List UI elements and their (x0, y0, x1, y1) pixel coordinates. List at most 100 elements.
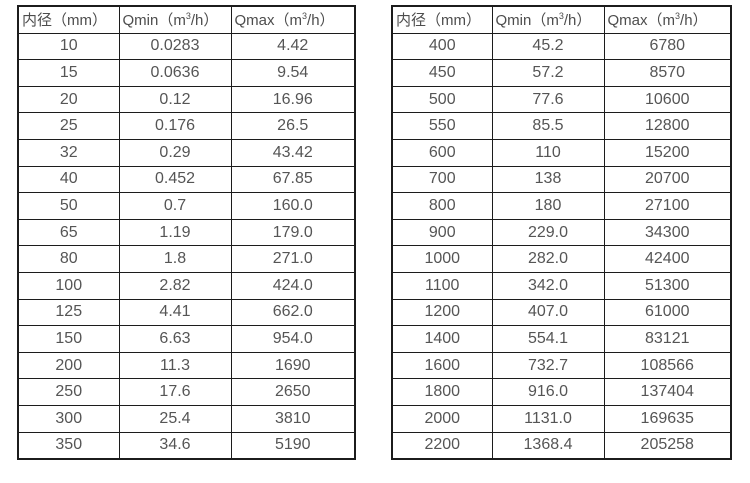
header-row: 内径（mm） Qmin（m3/h） Qmax（m3/h） (391, 5, 732, 34)
table-row: 550 85.5 12800 (391, 112, 732, 140)
table-cell: 662.0 (230, 298, 356, 327)
table-cell: 0.29 (118, 138, 232, 167)
table-cell: 85.5 (491, 112, 605, 140)
table-row: 700 138 20700 (391, 165, 732, 194)
table-cell: 342.0 (491, 271, 605, 300)
table-row: 50 0.7 160.0 (17, 192, 356, 220)
table-row: 100 2.82 424.0 (17, 271, 356, 300)
table-cell: 61000 (603, 298, 732, 327)
table-row: 2000 1131.0 169635 (391, 404, 732, 433)
superscript-3: 3 (302, 11, 308, 22)
table-cell: 4.41 (118, 298, 232, 327)
table-cell: 43.42 (230, 138, 356, 167)
table-cell: 12800 (603, 112, 732, 140)
table-cell: 10 (17, 32, 120, 61)
table-row: 400 45.2 6780 (391, 32, 732, 61)
table-cell: 137404 (603, 378, 732, 406)
header-text: Qmax（m (234, 12, 303, 30)
table-cell: 732.7 (491, 351, 605, 380)
table-cell: 554.1 (491, 325, 605, 353)
table-row: 125 4.41 662.0 (17, 298, 356, 327)
table-cell: 1600 (391, 351, 493, 380)
table-cell: 424.0 (230, 271, 356, 300)
table-cell: 67.85 (230, 165, 356, 194)
col-header-diameter: 内径（mm） (391, 5, 493, 34)
table-cell: 1100 (391, 271, 493, 300)
col-header-diameter: 内径（mm） (17, 5, 120, 34)
flow-table-large-diameters: 内径（mm） Qmin（m3/h） Qmax（m3/h） 400 45.2 6780… (391, 5, 732, 461)
table-cell: 40 (17, 165, 120, 194)
table-cell: 282.0 (491, 245, 605, 273)
flow-spec-tables-page: 内径（mm） Qmin（m3/h） Qmax（m3/h） 10 0.0283 4.4… (17, 5, 732, 461)
table-cell: 0.7 (118, 192, 232, 220)
table-cell: 9.54 (230, 59, 356, 87)
table-cell: 1.19 (118, 218, 232, 247)
table-cell: 550 (391, 112, 493, 140)
table-cell: 80 (17, 245, 120, 273)
table-row: 600 110 15200 (391, 138, 732, 167)
table-cell: 32 (17, 138, 120, 167)
table-row: 150 6.63 954.0 (17, 325, 356, 353)
table-cell: 1131.0 (491, 404, 605, 433)
table-cell: 6.63 (118, 325, 232, 353)
table-cell: 916.0 (491, 378, 605, 406)
table-cell: 6780 (603, 32, 732, 61)
table-row: 32 0.29 43.42 (17, 138, 356, 167)
table-cell: 2.82 (118, 271, 232, 300)
table-cell: 26.5 (230, 112, 356, 140)
header-text: /h） (680, 12, 708, 30)
table-cell: 17.6 (118, 378, 232, 406)
table-row: 500 77.6 10600 (391, 85, 732, 114)
table-cell: 3810 (230, 404, 356, 433)
table-cell: 180 (491, 192, 605, 220)
table-cell: 169635 (603, 404, 732, 433)
table-row: 2200 1368.4 205258 (391, 431, 732, 460)
superscript-3: 3 (675, 11, 681, 22)
table-cell: 11.3 (118, 351, 232, 380)
header-text: Qmin（m (495, 12, 559, 30)
table-row: 200 11.3 1690 (17, 351, 356, 380)
table-cell: 34.6 (118, 431, 232, 460)
table-cell: 271.0 (230, 245, 356, 273)
table-cell: 229.0 (491, 218, 605, 247)
table-cell: 83121 (603, 325, 732, 353)
table-cell: 45.2 (491, 32, 605, 61)
table-cell: 2200 (391, 431, 493, 460)
table-row: 350 34.6 5190 (17, 431, 356, 460)
table-row: 1000 282.0 42400 (391, 245, 732, 273)
table-cell: 1800 (391, 378, 493, 406)
table-cell: 20700 (603, 165, 732, 194)
table-cell: 27100 (603, 192, 732, 220)
table-row: 80 1.8 271.0 (17, 245, 356, 273)
table-cell: 34300 (603, 218, 732, 247)
table-cell: 205258 (603, 431, 732, 460)
header-text: Qmin（m (122, 12, 186, 30)
table-cell: 15 (17, 59, 120, 87)
table-cell: 300 (17, 404, 120, 433)
table-cell: 25.4 (118, 404, 232, 433)
table-cell: 2000 (391, 404, 493, 433)
table-cell: 42400 (603, 245, 732, 273)
table-cell: 25 (17, 112, 120, 140)
table-cell: 77.6 (491, 85, 605, 114)
table-cell: 16.96 (230, 85, 356, 114)
table-row: 25 0.176 26.5 (17, 112, 356, 140)
table-cell: 0.176 (118, 112, 232, 140)
table-row: 1600 732.7 108566 (391, 351, 732, 380)
table-row: 1200 407.0 61000 (391, 298, 732, 327)
table-cell: 57.2 (491, 59, 605, 87)
table-row: 1800 916.0 137404 (391, 378, 732, 406)
table-cell: 450 (391, 59, 493, 87)
header-row: 内径（mm） Qmin（m3/h） Qmax（m3/h） (17, 5, 356, 34)
table-cell: 110 (491, 138, 605, 167)
header-text: Qmax（m (607, 12, 676, 30)
table-cell: 100 (17, 271, 120, 300)
table-cell: 4.42 (230, 32, 356, 61)
table-cell: 350 (17, 431, 120, 460)
table-row: 10 0.0283 4.42 (17, 32, 356, 61)
table-cell: 900 (391, 218, 493, 247)
table-cell: 0.0283 (118, 32, 232, 61)
table-cell: 5190 (230, 431, 356, 460)
table-cell: 700 (391, 165, 493, 194)
superscript-3: 3 (185, 11, 191, 22)
